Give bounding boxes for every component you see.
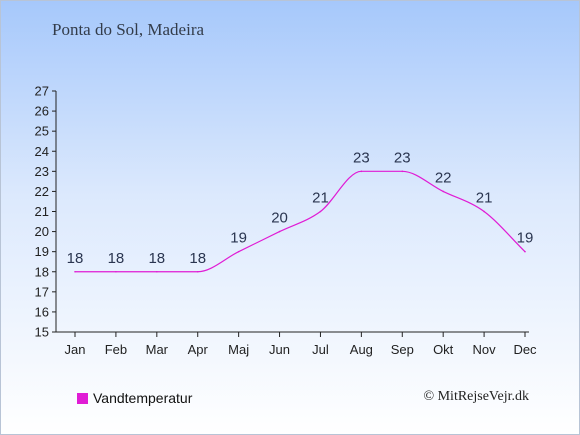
data-point xyxy=(360,170,363,173)
data-label: 21 xyxy=(312,190,329,207)
x-tick-label: Aug xyxy=(350,342,373,357)
x-tick-label: Jun xyxy=(269,342,290,357)
chart-title: Ponta do Sol, Madeira xyxy=(52,20,205,39)
y-tick-label: 19 xyxy=(35,244,49,259)
data-label: 22 xyxy=(435,169,452,186)
x-tick-label: Okt xyxy=(433,342,454,357)
y-tick-label: 20 xyxy=(35,224,49,239)
data-point xyxy=(483,210,485,213)
x-tick-label: Feb xyxy=(105,342,127,357)
data-point xyxy=(115,270,117,273)
data-point xyxy=(442,190,444,193)
data-point xyxy=(196,270,199,273)
x-tick-label: Jul xyxy=(312,342,329,357)
data-point xyxy=(156,270,158,273)
x-tick-label: Nov xyxy=(473,342,497,357)
legend-label: Vandtemperatur xyxy=(93,390,193,406)
data-point xyxy=(401,170,404,173)
data-label: 21 xyxy=(476,190,493,207)
x-tick-label: Maj xyxy=(228,342,249,357)
data-point xyxy=(237,250,240,253)
y-tick-label: 21 xyxy=(35,204,49,219)
data-label: 19 xyxy=(517,230,534,247)
legend: Vandtemperatur xyxy=(77,390,192,406)
data-label: 23 xyxy=(394,149,411,166)
x-tick-label: Apr xyxy=(188,342,209,357)
data-label: 23 xyxy=(353,149,370,166)
data-label: 18 xyxy=(108,250,125,267)
y-tick-label: 17 xyxy=(35,284,49,299)
data-label: 18 xyxy=(67,250,84,267)
series-line-vandtemperatur xyxy=(74,170,526,273)
y-tick-label: 18 xyxy=(35,264,49,279)
legend-swatch xyxy=(77,392,88,404)
data-point xyxy=(319,210,322,213)
data-label: 20 xyxy=(271,210,288,227)
data-point xyxy=(74,270,76,273)
y-tick-label: 23 xyxy=(35,164,49,179)
data-point xyxy=(524,250,526,253)
data-label: 18 xyxy=(148,250,165,267)
x-tick-label: Sep xyxy=(391,342,414,357)
y-tick-label: 15 xyxy=(35,325,49,340)
data-label: 18 xyxy=(189,250,206,267)
y-tick-label: 27 xyxy=(35,84,49,99)
data-label: 19 xyxy=(230,230,247,247)
y-tick-label: 16 xyxy=(35,304,49,319)
y-tick-label: 24 xyxy=(35,144,49,159)
x-tick-label: Mar xyxy=(146,342,169,357)
y-tick-label: 26 xyxy=(35,104,49,119)
copyright-text: © MitRejseVejr.dk xyxy=(423,389,529,404)
x-tick-label: Jan xyxy=(65,342,86,357)
data-point xyxy=(278,230,281,233)
y-tick-label: 22 xyxy=(35,184,49,199)
y-tick-label: 25 xyxy=(35,124,49,139)
x-tick-label: Dec xyxy=(513,342,537,357)
